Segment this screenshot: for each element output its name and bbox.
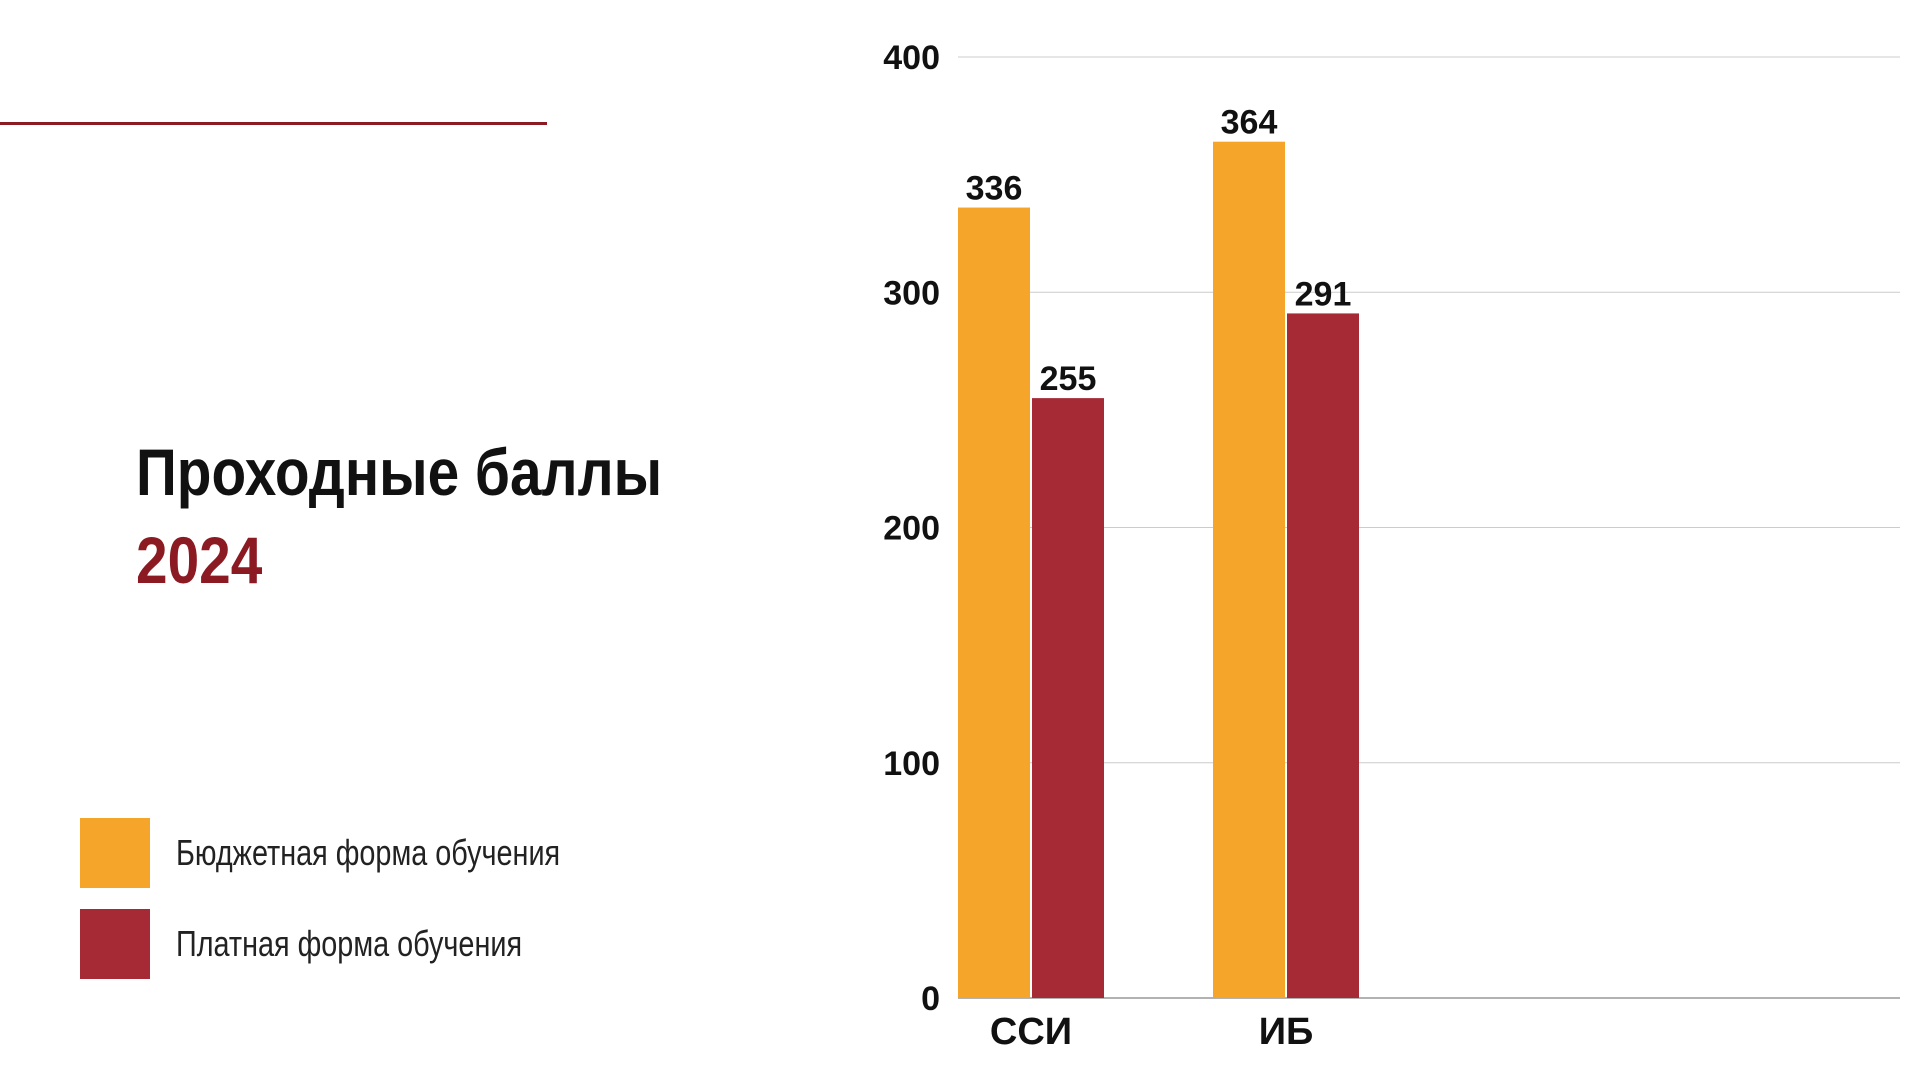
slide-year: 2024 <box>136 523 263 597</box>
legend-item-budget: Бюджетная форма обучения <box>80 818 656 888</box>
data-labels: 336 255 364 291 <box>966 104 1352 398</box>
bar-budget <box>1213 141 1285 998</box>
x-tick-label: ИБ <box>1259 1011 1314 1053</box>
bar-paid <box>1032 398 1104 998</box>
y-axis-ticks: 0 100 200 300 400 <box>883 39 940 1018</box>
y-tick-label: 200 <box>883 510 940 548</box>
bar-value-label: 291 <box>1295 275 1352 313</box>
y-tick-label: 400 <box>883 39 940 77</box>
chart-grid <box>958 56 1900 999</box>
y-tick-label: 100 <box>883 745 940 783</box>
y-tick-label: 0 <box>921 980 940 1018</box>
x-tick-label: ССИ <box>990 1011 1072 1053</box>
bar-value-label: 364 <box>1221 104 1278 142</box>
chart-bars <box>958 141 1359 998</box>
legend-swatch-paid <box>80 909 150 979</box>
legend-label-budget: Бюджетная форма обучения <box>176 832 561 873</box>
legend-item-paid: Платная форма обучения <box>80 909 656 979</box>
bar-value-label: 255 <box>1040 360 1097 398</box>
chart-legend: Бюджетная форма обучения Платная форма о… <box>80 818 656 1000</box>
y-tick-label: 300 <box>883 274 940 312</box>
bar-value-label: 336 <box>966 170 1023 208</box>
legend-swatch-budget <box>80 818 150 888</box>
x-axis-ticks: ССИ ИБ <box>990 1011 1313 1053</box>
bar-paid <box>1287 313 1359 998</box>
slide-title: Проходные баллы <box>136 435 663 509</box>
legend-label-paid: Платная форма обучения <box>176 923 523 964</box>
accent-line <box>0 122 547 125</box>
bar-budget <box>958 207 1030 998</box>
